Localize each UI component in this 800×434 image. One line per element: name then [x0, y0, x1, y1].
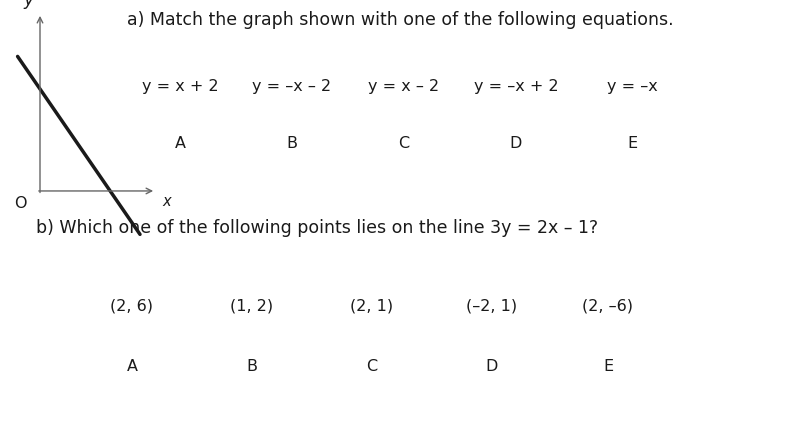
Text: y = –x + 2: y = –x + 2	[474, 79, 558, 94]
Text: (2, –6): (2, –6)	[582, 299, 634, 313]
Text: D: D	[510, 136, 522, 151]
Text: B: B	[286, 136, 298, 151]
Text: y = x – 2: y = x – 2	[369, 79, 439, 94]
Text: C: C	[398, 136, 410, 151]
Text: (1, 2): (1, 2)	[230, 299, 274, 313]
Text: (–2, 1): (–2, 1)	[466, 299, 518, 313]
Text: y = –x – 2: y = –x – 2	[253, 79, 331, 94]
Text: b) Which one of the following points lies on the line 3y = 2x – 1?: b) Which one of the following points lie…	[36, 219, 598, 237]
Text: D: D	[486, 359, 498, 374]
Text: a) Match the graph shown with one of the following equations.: a) Match the graph shown with one of the…	[126, 11, 674, 29]
Text: E: E	[627, 136, 637, 151]
Text: (2, 1): (2, 1)	[350, 299, 394, 313]
Text: y = –x: y = –x	[606, 79, 658, 94]
Text: (2, 6): (2, 6)	[110, 299, 154, 313]
Text: B: B	[246, 359, 258, 374]
Text: $x$: $x$	[162, 194, 174, 209]
Text: $y$: $y$	[23, 0, 36, 11]
Text: y = x + 2: y = x + 2	[142, 79, 218, 94]
Text: E: E	[603, 359, 613, 374]
Text: A: A	[126, 359, 138, 374]
Text: O: O	[14, 197, 26, 211]
Text: A: A	[174, 136, 186, 151]
Text: C: C	[366, 359, 378, 374]
